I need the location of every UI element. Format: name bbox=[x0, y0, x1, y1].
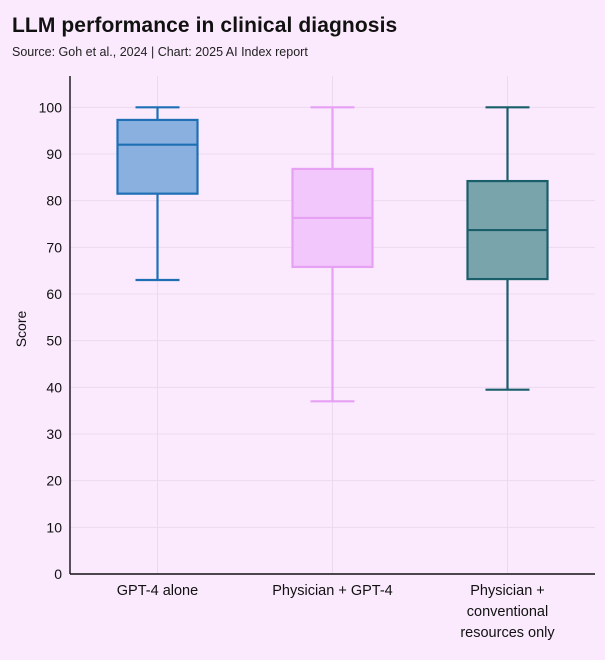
x-category-label-line: GPT-4 alone bbox=[117, 583, 198, 599]
x-category-label: GPT-4 alone bbox=[117, 583, 198, 599]
y-tick-label: 10 bbox=[46, 519, 62, 535]
x-category-label-line: Physician + bbox=[470, 583, 545, 599]
box-series-1 bbox=[116, 106, 199, 282]
y-tick-label: 70 bbox=[46, 239, 62, 255]
y-tick-label: 100 bbox=[39, 99, 63, 115]
x-category-label: Physician + conventional resources only bbox=[460, 583, 555, 641]
x-category-label-line: Physician + GPT-4 bbox=[272, 583, 392, 599]
y-tick-label: 0 bbox=[54, 566, 62, 582]
y-tick-label: 30 bbox=[46, 426, 62, 442]
chart-title: LLM performance in clinical diagnosis bbox=[12, 14, 398, 37]
y-tick-label: 90 bbox=[46, 146, 62, 162]
box-series-2 bbox=[291, 106, 374, 403]
iqr-box bbox=[116, 118, 199, 195]
axis-layer: 0 10 20 30 40 50 60 70 80 90 100 GPT-4 alone Physici… bbox=[39, 76, 595, 641]
box-series-3 bbox=[466, 106, 549, 391]
y-tick-label: 20 bbox=[46, 473, 62, 489]
x-category-label-line: resources only bbox=[460, 625, 555, 641]
x-category-label-line: conventional bbox=[467, 604, 548, 620]
y-tick-label: 50 bbox=[46, 333, 62, 349]
y-tick-label: 60 bbox=[46, 286, 62, 302]
y-tick-label: 40 bbox=[46, 379, 62, 395]
y-axis-title: Score bbox=[13, 311, 29, 348]
box-layer bbox=[116, 106, 549, 403]
x-category-label: Physician + GPT-4 bbox=[272, 583, 392, 599]
y-tick-label: 80 bbox=[46, 193, 62, 209]
chart-subtitle: Source: Goh et al., 2024 | Chart: 2025 A… bbox=[12, 45, 308, 59]
